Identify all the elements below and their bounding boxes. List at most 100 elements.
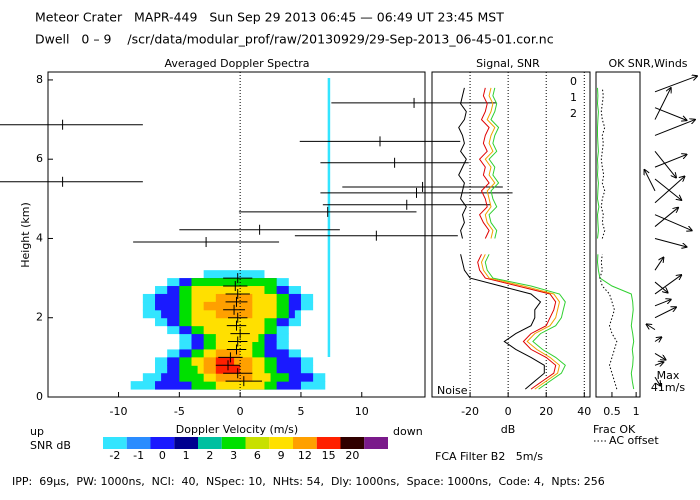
wind-arrow [654,214,692,231]
colorbar-label: SNR dB [30,439,71,452]
wind-arrow [654,352,665,359]
profile-line [458,87,545,390]
noise-label: Noise [437,384,468,397]
x-tick-label: 0 [505,405,512,418]
wind-arrow [654,88,671,120]
legend-label: AC offset [609,434,659,447]
x-axis-label: dB [501,423,516,436]
colorbar-swatch [269,437,293,449]
profile-line [484,87,566,390]
plot-frame [595,71,641,398]
spectrum-cell [215,333,259,343]
legend-label: 0 [570,75,577,88]
y-tick-label: 8 [36,73,43,86]
x-tick-label: 5 [297,405,304,418]
frac-line [596,87,635,390]
y-tick-label: 2 [36,311,43,324]
down-label: down [393,425,423,438]
wind-arrow [645,170,656,192]
spectrum-cell [215,349,241,358]
panel-title: Signal, SNR [476,57,540,70]
y-tick-label: 6 [36,152,43,165]
wind-arrow [654,178,681,200]
spectrum-cell [203,325,265,335]
colorbar-tick-label: 3 [230,449,237,462]
wind-arrow [654,362,663,365]
colorbar-tick-label: 0 [159,449,166,462]
wind-arrow [654,376,660,385]
wind-arrow [647,324,656,331]
spectrum-cell [191,278,277,287]
colorbar-swatch [174,437,198,449]
colorbar-swatch [126,437,151,449]
profile-line [480,87,561,390]
wind-arrow [654,300,671,307]
x-tick-label: -20 [461,405,479,418]
legend-label: 2 [570,107,577,120]
x-tick-label: 1 [633,405,640,418]
y-tick-label: 0 [36,390,43,403]
x-tick-label: 10 [355,405,369,418]
spectrum-cell [203,301,253,311]
wind-arrow [654,107,686,121]
wind-arrow [654,307,676,319]
x-tick-label: 40 [577,405,591,418]
colorbar-tick-label: -1 [133,449,144,462]
wind-arrow [654,337,661,341]
x-tick-label: -10 [110,405,128,418]
profile-line [477,87,557,390]
wind-arrow [654,76,697,93]
panel-title: Averaged Doppler Spectra [164,57,309,70]
colorbar-tick-label: 20 [345,449,359,462]
panel-title: OK SNR,Winds [608,57,687,70]
legend-label: 1 [570,91,577,104]
colorbar-tick-label: 6 [254,449,261,462]
spectrum-cell [191,286,265,295]
spectrum-cell [215,293,253,303]
spectrum-cell [215,373,253,382]
x-tick-label: 20 [539,405,553,418]
colorbar-tick-label: 15 [322,449,336,462]
x-tick-label: 0 [237,405,244,418]
colorbar-tick-label: -2 [109,449,120,462]
wind-arrow [654,237,686,246]
colorbar-swatch [221,437,246,449]
colorbar-swatch [316,437,341,449]
wind-arrow [654,120,695,136]
wind-arrow [654,150,676,177]
legend-label: Frac OK [593,423,636,436]
spectrum-cell [191,317,265,327]
wind-arrow [654,155,686,168]
spectrum-cell [215,381,265,390]
spectrum-cell [215,341,253,350]
x-tick-label: 0.5 [603,405,621,418]
y-tick-label: 4 [36,231,43,244]
colorbar-tick-label: 12 [298,449,312,462]
wind-arrow [654,275,681,295]
spectrum-cell [215,357,235,366]
colorbar-swatch [198,437,222,449]
x-axis-label: Doppler Velocity (m/s) [176,423,298,436]
wind-arrow [654,177,684,204]
wind-arrow [654,281,668,292]
wind-arrow [654,258,663,271]
colorbar-swatch [245,437,270,449]
colorbar-swatch [103,437,127,449]
colorbar-tick-label: 1 [183,449,190,462]
footer: IPP: 69μs, PW: 1000ns, NCI: 40, NSpec: 1… [12,475,605,488]
plot-frame [47,71,426,398]
header-path: Dwell 0 – 9 /scr/data/modular_prof/raw/2… [35,32,554,47]
colorbar-swatch [340,437,365,449]
max-speed: 41m/s [651,381,685,394]
frac-line [599,87,618,390]
plot-frame [431,71,591,398]
spectrum-cell [203,270,265,279]
filter-note: FCA Filter B2 5m/s [435,450,543,463]
max-title: Max [657,369,680,382]
up-label: up [30,425,44,438]
colorbar-tick-label: 2 [206,449,213,462]
x-tick-label: -5 [174,405,185,418]
wind-arrow [654,208,678,227]
colorbar-swatch [150,437,175,449]
